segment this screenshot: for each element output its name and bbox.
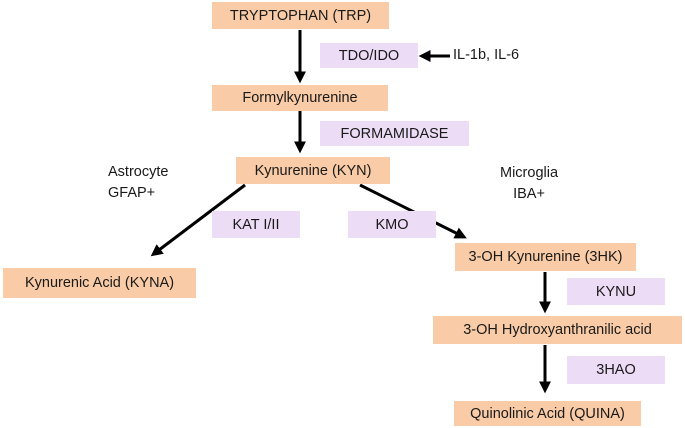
enzyme-kat: KAT I/II [212, 211, 300, 238]
metabolite-formylkynurenine: Formylkynurenine [212, 85, 388, 111]
enzyme-kmo: KMO [348, 211, 436, 238]
metabolite-tryptophan: TRYPTOPHAN (TRP) [212, 2, 389, 29]
metabolite-3-oh-kynurenine: 3-OH Kynurenine (3HK) [455, 243, 636, 271]
metabolite-quinolinic-acid: Quinolinic Acid (QUINA) [454, 401, 641, 426]
enzyme-3hao: 3HAO [567, 356, 665, 384]
arrow-kyn-to-kyna [150, 183, 246, 257]
metabolite-3-oh-hydroxyanthranilic-acid: 3-OH Hydroxyanthranilic acid [433, 316, 682, 344]
microglia-label: Microglia IBA+ [500, 163, 558, 205]
microglia-label-line1: Microglia [500, 165, 559, 181]
microglia-label-line2: IBA+ [513, 186, 545, 202]
enzyme-kynu: KYNU [567, 278, 665, 305]
metabolite-kynurenine: Kynurenine (KYN) [236, 157, 390, 184]
enzyme-formamidase: FORMAMIDASE [320, 121, 469, 146]
astrocyte-label-line2: GFAP+ [108, 185, 156, 201]
astrocyte-label-line1: Astrocyte [108, 164, 169, 180]
enzyme-tdo-ido: TDO/IDO [320, 43, 418, 68]
arrow-kyn-to-3hk [359, 183, 467, 239]
regulators-label: IL-1b, IL-6 [453, 47, 520, 63]
astrocyte-label: Astrocyte GFAP+ [108, 162, 168, 204]
metabolite-kynurenic-acid: Kynurenic Acid (KYNA) [3, 268, 196, 298]
